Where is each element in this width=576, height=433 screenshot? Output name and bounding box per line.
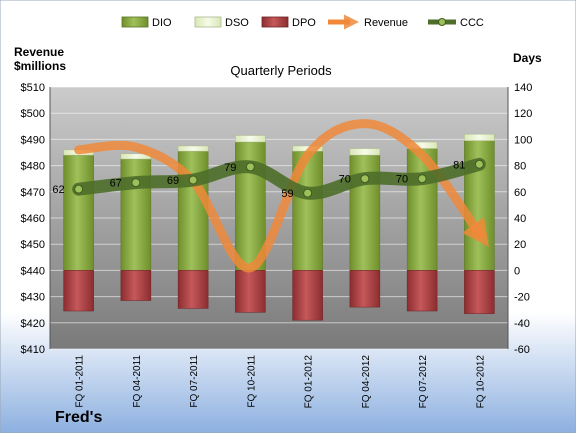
ccc-data-label: 67 (110, 178, 122, 190)
left-tick-label: $500 (21, 108, 45, 120)
chart-title: Quarterly Periods (230, 63, 332, 78)
left-tick-label: $430 (21, 292, 45, 304)
right-tick-label: -40 (514, 318, 530, 330)
category-label: FQ 07-2011 (189, 355, 200, 408)
left-axis-label-line1: Revenue (14, 45, 64, 59)
right-tick-label: 0 (514, 265, 520, 277)
left-tick-label: $470 (21, 187, 45, 199)
category-label: FQ 10-2011 (246, 355, 257, 408)
legend-swatch-ccc-point (438, 18, 446, 26)
legend-label-ccc: CCC (460, 17, 484, 29)
ccc-line (72, 157, 486, 200)
ccc-data-label: 70 (396, 174, 408, 186)
legend-label-revenue: Revenue (364, 17, 408, 29)
legend-label-dio: DIO (152, 17, 172, 29)
company-name: Fred's (55, 409, 102, 426)
left-axis-label-line2: $millions (14, 59, 66, 73)
dso-bar (464, 133, 495, 141)
legend: DIO DSO DPO Revenue CCC (121, 14, 484, 30)
legend-label-dpo: DPO (292, 17, 316, 29)
ccc-data-label: 62 (52, 184, 64, 196)
legend-swatch-dio (121, 16, 149, 28)
dso-bar (177, 145, 209, 152)
left-tick-label: $460 (21, 213, 45, 225)
right-tick-label: 80 (514, 161, 526, 173)
right-tick-label: -20 (514, 292, 530, 304)
legend-swatch-dso (194, 16, 222, 28)
line-series: 62 67 69 79 59 70 70 81 (52, 119, 489, 273)
dpo-bar (120, 270, 152, 301)
ccc-point (131, 178, 141, 188)
right-tick-label: 40 (514, 213, 526, 225)
dso-bar (349, 148, 381, 156)
ccc-point (188, 175, 198, 185)
dpo-bar (349, 270, 381, 308)
ccc-point (245, 162, 255, 172)
left-tick-label: $420 (21, 318, 45, 330)
category-label: FQ 01-2012 (304, 355, 315, 409)
left-tick-label: $450 (21, 239, 45, 251)
ccc-data-label: 79 (224, 162, 236, 174)
ccc-point (417, 174, 427, 184)
category-label: FQ 04-2011 (132, 355, 143, 408)
left-tick-label: $440 (21, 265, 45, 277)
left-tick-label: $490 (21, 134, 45, 146)
legend-label-dso: DSO (225, 17, 249, 29)
ccc-point (74, 184, 84, 194)
right-tick-label: -60 (514, 344, 530, 356)
right-tick-label: 140 (514, 82, 532, 94)
category-label: FQ 07-2012 (418, 355, 429, 409)
right-axis-label: Days (513, 51, 542, 65)
right-tick-label: 20 (514, 239, 526, 251)
dpo-bar (292, 270, 323, 321)
ccc-point (474, 159, 484, 169)
category-label: FQ 01-2011 (75, 355, 86, 408)
dpo-bar (63, 270, 94, 312)
right-tick-label: 100 (514, 134, 532, 146)
dpo-bar (464, 270, 495, 314)
category-label: FQ 04-2012 (361, 355, 372, 409)
ccc-data-label: 81 (453, 159, 465, 171)
left-tick-label: $410 (21, 344, 45, 356)
left-tick-label: $480 (21, 161, 45, 173)
right-tick-label: 60 (514, 187, 526, 199)
axes: $410 $420 $430 $440 $450 $460 $470 $480 $490 $500… (21, 82, 533, 408)
dso-bar (235, 135, 266, 143)
revenue-line (74, 119, 489, 273)
dpo-bar (177, 270, 209, 309)
legend-swatch-dpo (261, 16, 289, 28)
category-label: FQ 10-2012 (475, 355, 486, 409)
ccc-data-label: 69 (167, 175, 179, 187)
left-tick-label: $510 (21, 82, 45, 94)
ccc-point (303, 188, 313, 198)
right-tick-label: 120 (514, 108, 532, 120)
ccc-data-label: 59 (281, 188, 293, 200)
ccc-data-label: 70 (339, 174, 351, 186)
dpo-bar (406, 270, 438, 312)
dio-bar (63, 154, 94, 271)
ccc-point (360, 174, 370, 184)
dpo-bar (235, 270, 266, 313)
